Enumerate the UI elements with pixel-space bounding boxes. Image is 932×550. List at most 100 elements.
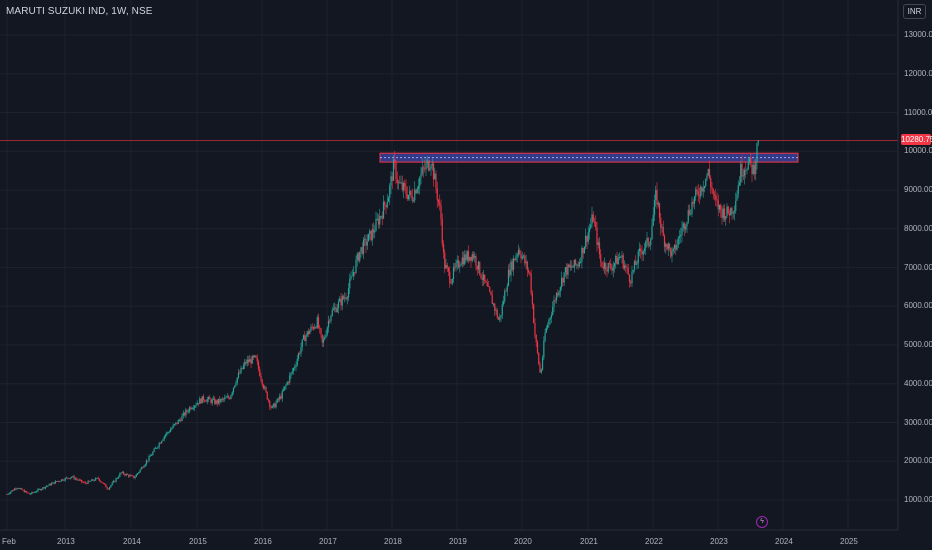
- candle-body: [553, 299, 555, 308]
- price-tick-label: 8000.00: [904, 223, 932, 233]
- candle-body: [115, 478, 117, 482]
- candle-body: [211, 399, 213, 404]
- candle-body: [555, 293, 558, 301]
- candle-body: [449, 271, 451, 284]
- candle-body: [131, 475, 134, 477]
- candle-body: [402, 182, 405, 190]
- candle-body: [665, 244, 667, 247]
- candle-body: [668, 243, 671, 248]
- candle-body: [543, 340, 545, 358]
- candle-body: [547, 325, 549, 328]
- currency-button[interactable]: INR: [903, 4, 926, 19]
- candle-body: [196, 403, 198, 405]
- candle-body: [514, 258, 516, 261]
- candle-body: [325, 334, 327, 338]
- candle-body: [375, 219, 377, 232]
- candle-body: [702, 188, 704, 192]
- candle-body: [355, 260, 357, 273]
- candle-body: [362, 239, 365, 254]
- candle-body: [661, 227, 663, 228]
- candle-body: [142, 467, 144, 469]
- candle-body: [349, 278, 351, 289]
- candle-body: [737, 185, 739, 195]
- candle-body: [319, 327, 321, 329]
- candle-body: [469, 256, 471, 261]
- candle-body: [286, 382, 288, 385]
- candle-body: [254, 355, 256, 358]
- candle-body: [39, 488, 42, 491]
- candle-body: [703, 186, 706, 189]
- candle-body: [497, 317, 500, 320]
- candle-body: [436, 188, 438, 200]
- candle-body: [605, 263, 607, 270]
- candle-body: [552, 307, 554, 315]
- candle-body: [755, 162, 757, 174]
- candle-body: [90, 481, 92, 482]
- candle-body: [591, 214, 593, 225]
- candle-body: [417, 186, 420, 189]
- candle-body: [675, 244, 677, 250]
- candle-body: [7, 493, 9, 495]
- candle-body: [12, 490, 14, 492]
- candle-body: [267, 399, 270, 401]
- candle-body: [84, 482, 87, 484]
- candle-body: [327, 320, 330, 328]
- candle-body: [716, 199, 718, 201]
- candle-body: [163, 436, 165, 440]
- candle-body: [461, 257, 463, 265]
- candle-body: [387, 197, 390, 202]
- candle-body: [105, 484, 107, 488]
- candle-body: [431, 163, 433, 166]
- candle-body: [636, 263, 638, 265]
- candle-body: [236, 377, 238, 383]
- candle-body: [222, 398, 225, 400]
- candle-body: [301, 339, 303, 348]
- candle-body: [630, 282, 632, 284]
- candle-body: [475, 256, 477, 266]
- candle-body: [427, 160, 430, 171]
- candle-body: [251, 355, 253, 364]
- candle-body: [13, 488, 16, 491]
- candle-body: [275, 402, 277, 408]
- candle-body: [79, 479, 82, 481]
- candle-body: [166, 432, 168, 435]
- candle-body: [47, 485, 49, 487]
- candle-body: [500, 315, 502, 318]
- candle-body: [289, 375, 291, 383]
- candle-body: [562, 277, 564, 283]
- candle-body: [535, 334, 537, 343]
- candle-body: [607, 263, 609, 272]
- candle-body: [531, 293, 534, 305]
- candle-body: [321, 334, 323, 343]
- candle-body: [460, 264, 462, 266]
- candle-body: [284, 386, 286, 390]
- candle-body: [728, 213, 731, 216]
- lightning-icon[interactable]: ϟ: [756, 516, 768, 528]
- candle-body: [444, 252, 446, 269]
- candle-body: [374, 231, 376, 233]
- candle-body: [476, 265, 478, 270]
- candle-body: [517, 249, 520, 255]
- candle-body: [466, 251, 468, 261]
- candle-body: [240, 367, 242, 374]
- candle-body: [241, 367, 243, 369]
- candle-body: [582, 247, 584, 254]
- candle-body: [632, 269, 634, 272]
- candle-body: [29, 493, 32, 495]
- candle-body: [225, 397, 227, 399]
- candle-body: [586, 235, 588, 242]
- candle-body: [332, 308, 335, 311]
- candle-body: [140, 467, 143, 470]
- candle-body: [312, 327, 315, 329]
- candle-body: [18, 488, 20, 490]
- candle-body: [119, 473, 121, 477]
- candle-body: [620, 257, 622, 258]
- candle-body: [187, 411, 189, 413]
- candle-body: [452, 267, 455, 279]
- candle-body: [74, 478, 77, 480]
- candle-body: [232, 387, 235, 393]
- candle-body: [315, 327, 317, 328]
- candle-body: [65, 477, 68, 479]
- candle-body: [705, 178, 707, 187]
